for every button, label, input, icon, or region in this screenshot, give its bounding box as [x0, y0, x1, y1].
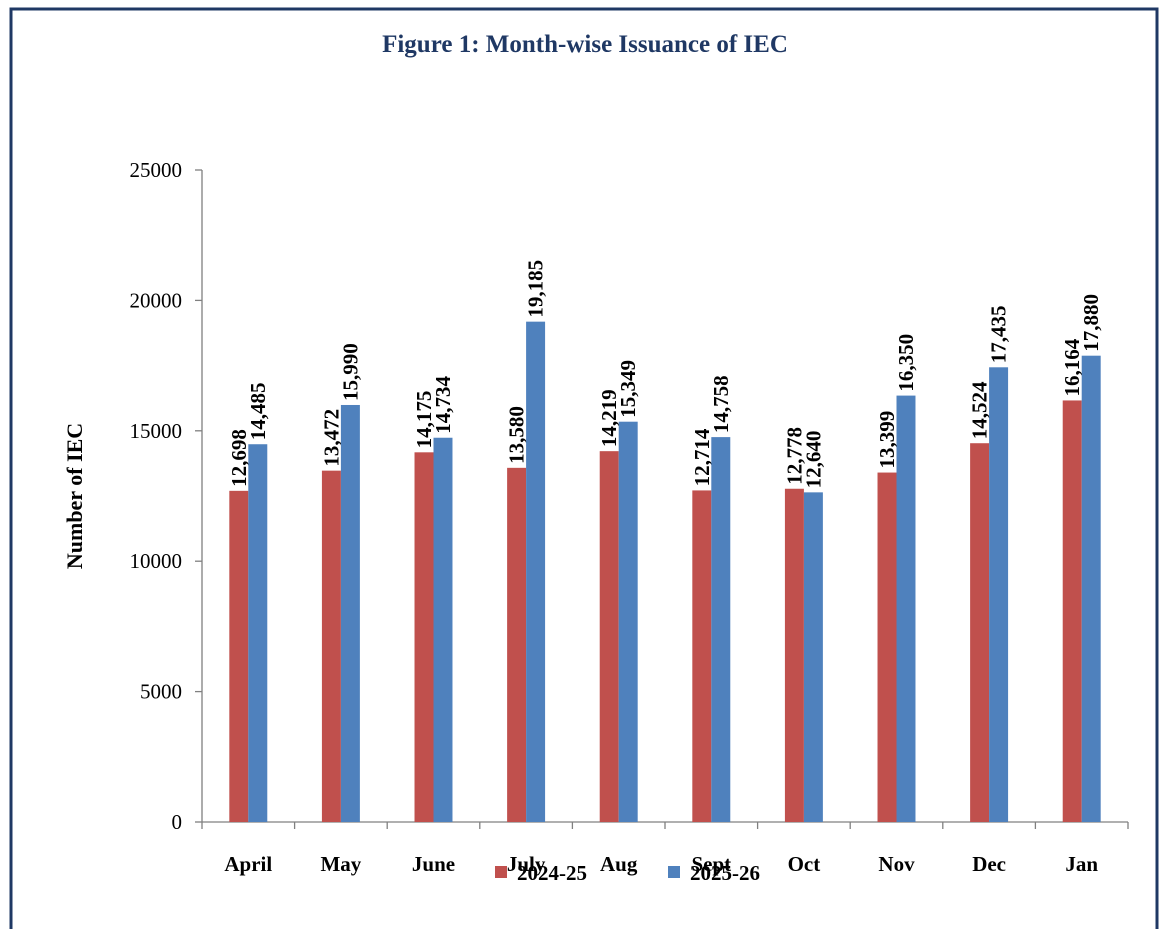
x-tick-label: Oct — [788, 852, 821, 876]
x-tick-label: Jan — [1065, 852, 1098, 876]
y-tick-label: 20000 — [130, 288, 183, 312]
bar — [321, 470, 341, 822]
x-tick-label: July — [507, 852, 546, 876]
bar — [784, 488, 804, 822]
data-label: 14,219 — [597, 389, 621, 447]
data-label: 16,164 — [1060, 338, 1084, 396]
chart-title: Figure 1: Month-wise Issuance of IEC — [382, 31, 788, 58]
data-label: 12,640 — [801, 431, 825, 489]
data-label: 17,435 — [987, 306, 1011, 364]
bar — [896, 395, 916, 822]
bar — [618, 421, 638, 822]
x-tick-label: Nov — [878, 852, 915, 876]
bar — [970, 443, 990, 822]
bar — [526, 321, 546, 822]
bar — [711, 437, 731, 822]
x-tick-label: June — [412, 852, 455, 876]
bar — [692, 490, 712, 822]
y-tick-label: 25000 — [130, 158, 183, 182]
data-label: 14,758 — [709, 375, 733, 433]
frame — [9, 7, 1159, 929]
data-label: 13,399 — [875, 411, 899, 469]
y-tick-label: 0 — [172, 810, 183, 834]
x-tick-label: April — [224, 852, 272, 876]
legend-label: 2025-26 — [690, 861, 760, 885]
x-tick-label: Dec — [972, 852, 1006, 876]
data-label: 14,524 — [968, 381, 992, 439]
bar — [433, 437, 453, 822]
x-tick-label: Sept — [691, 852, 731, 876]
bar — [340, 404, 360, 822]
x-tick-label: Aug — [600, 852, 638, 876]
bar — [248, 444, 268, 822]
bar — [507, 467, 527, 822]
x-tick-label: May — [320, 852, 361, 876]
bar — [803, 492, 823, 822]
data-label: 13,580 — [505, 406, 529, 464]
y-tick-label: 5000 — [140, 680, 182, 704]
bar — [1062, 400, 1082, 822]
bar — [599, 451, 619, 822]
bar — [1081, 355, 1101, 822]
data-label: 14,485 — [246, 382, 270, 440]
data-label: 15,990 — [338, 343, 362, 401]
bar — [877, 472, 897, 822]
legend-swatch — [668, 866, 680, 878]
data-label: 12,714 — [690, 428, 714, 486]
data-label: 15,349 — [616, 360, 640, 418]
y-axis-label: Number of IEC — [62, 423, 87, 569]
legend-label: 2024-25 — [517, 861, 587, 885]
bar — [414, 452, 434, 822]
bar — [989, 367, 1009, 822]
bar — [229, 490, 249, 822]
data-label: 14,175 — [412, 391, 436, 449]
data-label: 12,778 — [782, 427, 806, 485]
data-label: 17,880 — [1079, 294, 1103, 352]
legend-swatch — [495, 866, 507, 878]
y-tick-label: 10000 — [130, 549, 183, 573]
data-label: 16,350 — [894, 334, 918, 392]
data-label: 14,734 — [431, 375, 455, 433]
data-label: 19,185 — [524, 260, 548, 318]
y-tick-label: 15000 — [130, 419, 183, 443]
data-label: 13,472 — [319, 409, 343, 467]
data-label: 12,698 — [227, 429, 251, 487]
